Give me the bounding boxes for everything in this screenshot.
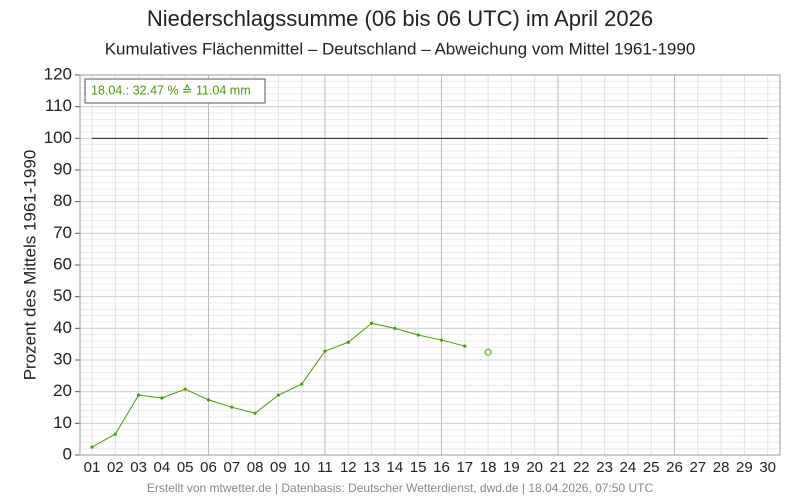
point (346, 340, 350, 344)
point (230, 405, 234, 409)
x-tick-label: 29 (736, 459, 753, 476)
x-tick-label: 03 (130, 459, 147, 476)
x-tick-label: 22 (573, 459, 590, 476)
point (137, 393, 141, 397)
x-tick-label: 08 (247, 459, 264, 476)
x-tick-label: 16 (433, 459, 450, 476)
x-tick-label: 21 (550, 459, 567, 476)
y-axis-label: Prozent des Mittels 1961-1990 (20, 150, 39, 381)
x-tick-label: 24 (620, 459, 637, 476)
y-tick-label: 80 (53, 191, 72, 210)
point (276, 393, 280, 397)
x-tick-label: 27 (689, 459, 706, 476)
point (370, 321, 374, 325)
plot-frame (79, 74, 781, 456)
y-tick-label: 100 (44, 128, 72, 147)
x-tick-label: 12 (340, 459, 357, 476)
x-tick-label: 06 (200, 459, 217, 476)
x-tick-label: 17 (456, 459, 473, 476)
point (300, 382, 304, 386)
y-tick-label: 20 (53, 381, 72, 400)
annotation-box (84, 78, 266, 104)
x-tick-label: 30 (759, 459, 776, 476)
chart-subtitle: Kumulatives Flächenmittel – Deutschland … (105, 39, 696, 58)
point (90, 445, 94, 449)
x-tick-label: 05 (177, 459, 194, 476)
x-tick-label: 26 (666, 459, 683, 476)
point (160, 396, 164, 400)
y-tick-label: 110 (45, 96, 72, 115)
x-tick-label: 25 (643, 459, 660, 476)
x-tick-label: 01 (84, 459, 101, 476)
x-tick-label: 15 (410, 459, 427, 476)
footer: Erstellt von mtwetter.de | Datenbasis: D… (147, 481, 654, 495)
x-tick-label: 02 (107, 459, 124, 476)
x-tick-label: 10 (293, 459, 310, 476)
point (463, 344, 467, 348)
x-tick-label: 09 (270, 459, 287, 476)
y-tick-label: 90 (53, 159, 72, 178)
x-tick-label: 11 (317, 459, 333, 476)
x-tick-label: 20 (526, 459, 543, 476)
y-tick-label: 120 (44, 64, 72, 83)
x-tick-label: 07 (223, 459, 240, 476)
annotation: 18.04.: 32.47 % ≙ 11.04 mm (91, 83, 251, 97)
y-tick-label: 10 (53, 413, 72, 432)
x-tick-label: 23 (596, 459, 613, 476)
y-tick-label: 50 (53, 286, 72, 305)
x-tick-label: 28 (713, 459, 730, 476)
y-tick-label: 70 (53, 223, 72, 242)
point (439, 338, 444, 342)
point (253, 411, 257, 415)
x-tick-label: 04 (154, 459, 171, 476)
chart-title: Niederschlagssumme (06 bis 06 UTC) im Ap… (147, 6, 653, 31)
x-tick-label: 14 (387, 459, 404, 476)
y-tick-label: 40 (53, 318, 72, 337)
point (416, 333, 420, 337)
x-tick-label: 19 (503, 459, 520, 476)
y-tick-label: 60 (53, 254, 72, 273)
y-tick-label: 30 (53, 349, 72, 368)
point (393, 326, 397, 330)
x-tick-label: 13 (363, 459, 380, 476)
current-point (484, 348, 492, 356)
y-tick-label: 0 (63, 444, 72, 463)
point (206, 398, 211, 402)
point (183, 387, 187, 391)
point (113, 432, 117, 436)
x-tick-label: 18 (480, 459, 497, 476)
point (323, 349, 327, 353)
